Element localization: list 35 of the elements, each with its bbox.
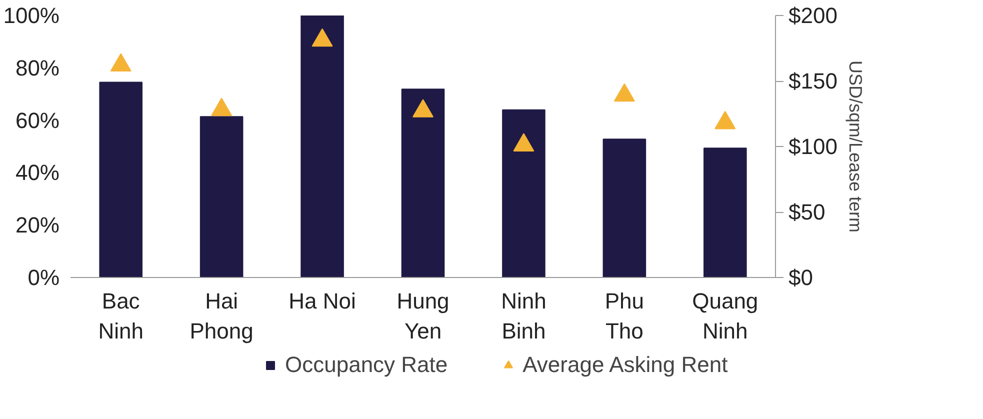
x-tick-label: Phu Tho: [604, 288, 644, 344]
point: [714, 110, 736, 130]
bar: [300, 16, 344, 278]
x-tick-label: Hung Yen: [396, 288, 450, 344]
y-tick-label: 20%: [15, 212, 60, 238]
y2-tick-label: $50: [788, 200, 826, 224]
legend-label: Average Asking Rent: [522, 352, 728, 378]
y2-tick-label: $200: [788, 3, 838, 28]
x-tick-label: Quang Ninh: [692, 288, 758, 344]
bar: [502, 109, 546, 278]
bar: [602, 138, 646, 278]
y-tick-label: 0%: [28, 265, 60, 290]
point: [211, 98, 232, 116]
y-tick-label: 60%: [15, 108, 60, 133]
bar: [401, 88, 445, 278]
point: [513, 133, 534, 152]
x-tick-label: Hai Phong: [190, 288, 254, 344]
bar: [200, 116, 244, 278]
y-tick-label: 40%: [15, 160, 60, 186]
y2-axis-title: USD/sqm/Lease term: [845, 60, 866, 233]
x-tick-label: Ha Noi: [288, 288, 356, 314]
bar: [703, 148, 747, 278]
y-tick-label: 80%: [15, 55, 60, 80]
legend-label: Occupancy Rate: [285, 352, 448, 378]
y-tick-label: 100%: [3, 3, 60, 28]
point: [312, 28, 333, 47]
x-tick-label: Bac Ninh: [98, 288, 144, 344]
point: [614, 83, 635, 102]
y2-tick-label: $0: [788, 265, 813, 290]
point: [412, 99, 434, 118]
point: [110, 53, 132, 72]
y2-tick-label: $150: [788, 68, 838, 94]
x-tick-label: Ninh Binh: [501, 288, 546, 344]
y2-tick-label: $100: [788, 134, 838, 159]
bar: [99, 82, 143, 278]
